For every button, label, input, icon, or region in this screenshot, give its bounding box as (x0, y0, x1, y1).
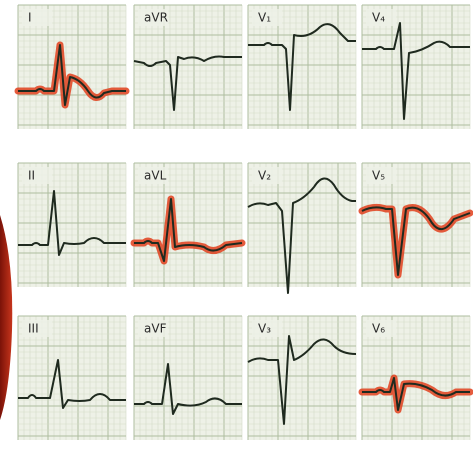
ecg-panel: V₁ (248, 5, 356, 129)
ecg-panel: V₄ (362, 5, 470, 129)
ecg-panel: aVF (134, 316, 242, 440)
lead-label: I (28, 11, 32, 25)
lead-label: II (28, 169, 35, 183)
ecg-panel: II (18, 163, 126, 287)
lead-label: aVL (144, 169, 167, 183)
ecg-panel: III (18, 316, 126, 440)
ecg-panel: I (18, 5, 126, 129)
ecg-panel: V₆ (362, 316, 470, 440)
ecg-panel: aVR (134, 5, 242, 129)
ecg-panel: V₃ (248, 316, 356, 440)
lead-label: V₂ (258, 169, 271, 183)
label-background (22, 167, 52, 184)
lead-label: III (28, 322, 39, 336)
ecg-panel: aVL (134, 163, 242, 287)
lead-label: V₆ (372, 322, 385, 336)
lead-label: V₃ (258, 322, 271, 336)
heart-illustration (0, 215, 12, 420)
ecg-figure: IaVR V₁ V₄ II aVL V₂ V₅ III aVF V₃ V₆ (0, 0, 473, 472)
lead-label: aVF (144, 322, 167, 336)
lead-label: aVR (144, 11, 168, 25)
ecg-panel: V₂ (248, 163, 356, 293)
lead-label: V₅ (372, 169, 385, 183)
lead-label: V₄ (372, 11, 385, 25)
label-background (22, 9, 52, 26)
ecg-panel: V₅ (362, 163, 470, 287)
lead-label: V₁ (258, 11, 271, 25)
